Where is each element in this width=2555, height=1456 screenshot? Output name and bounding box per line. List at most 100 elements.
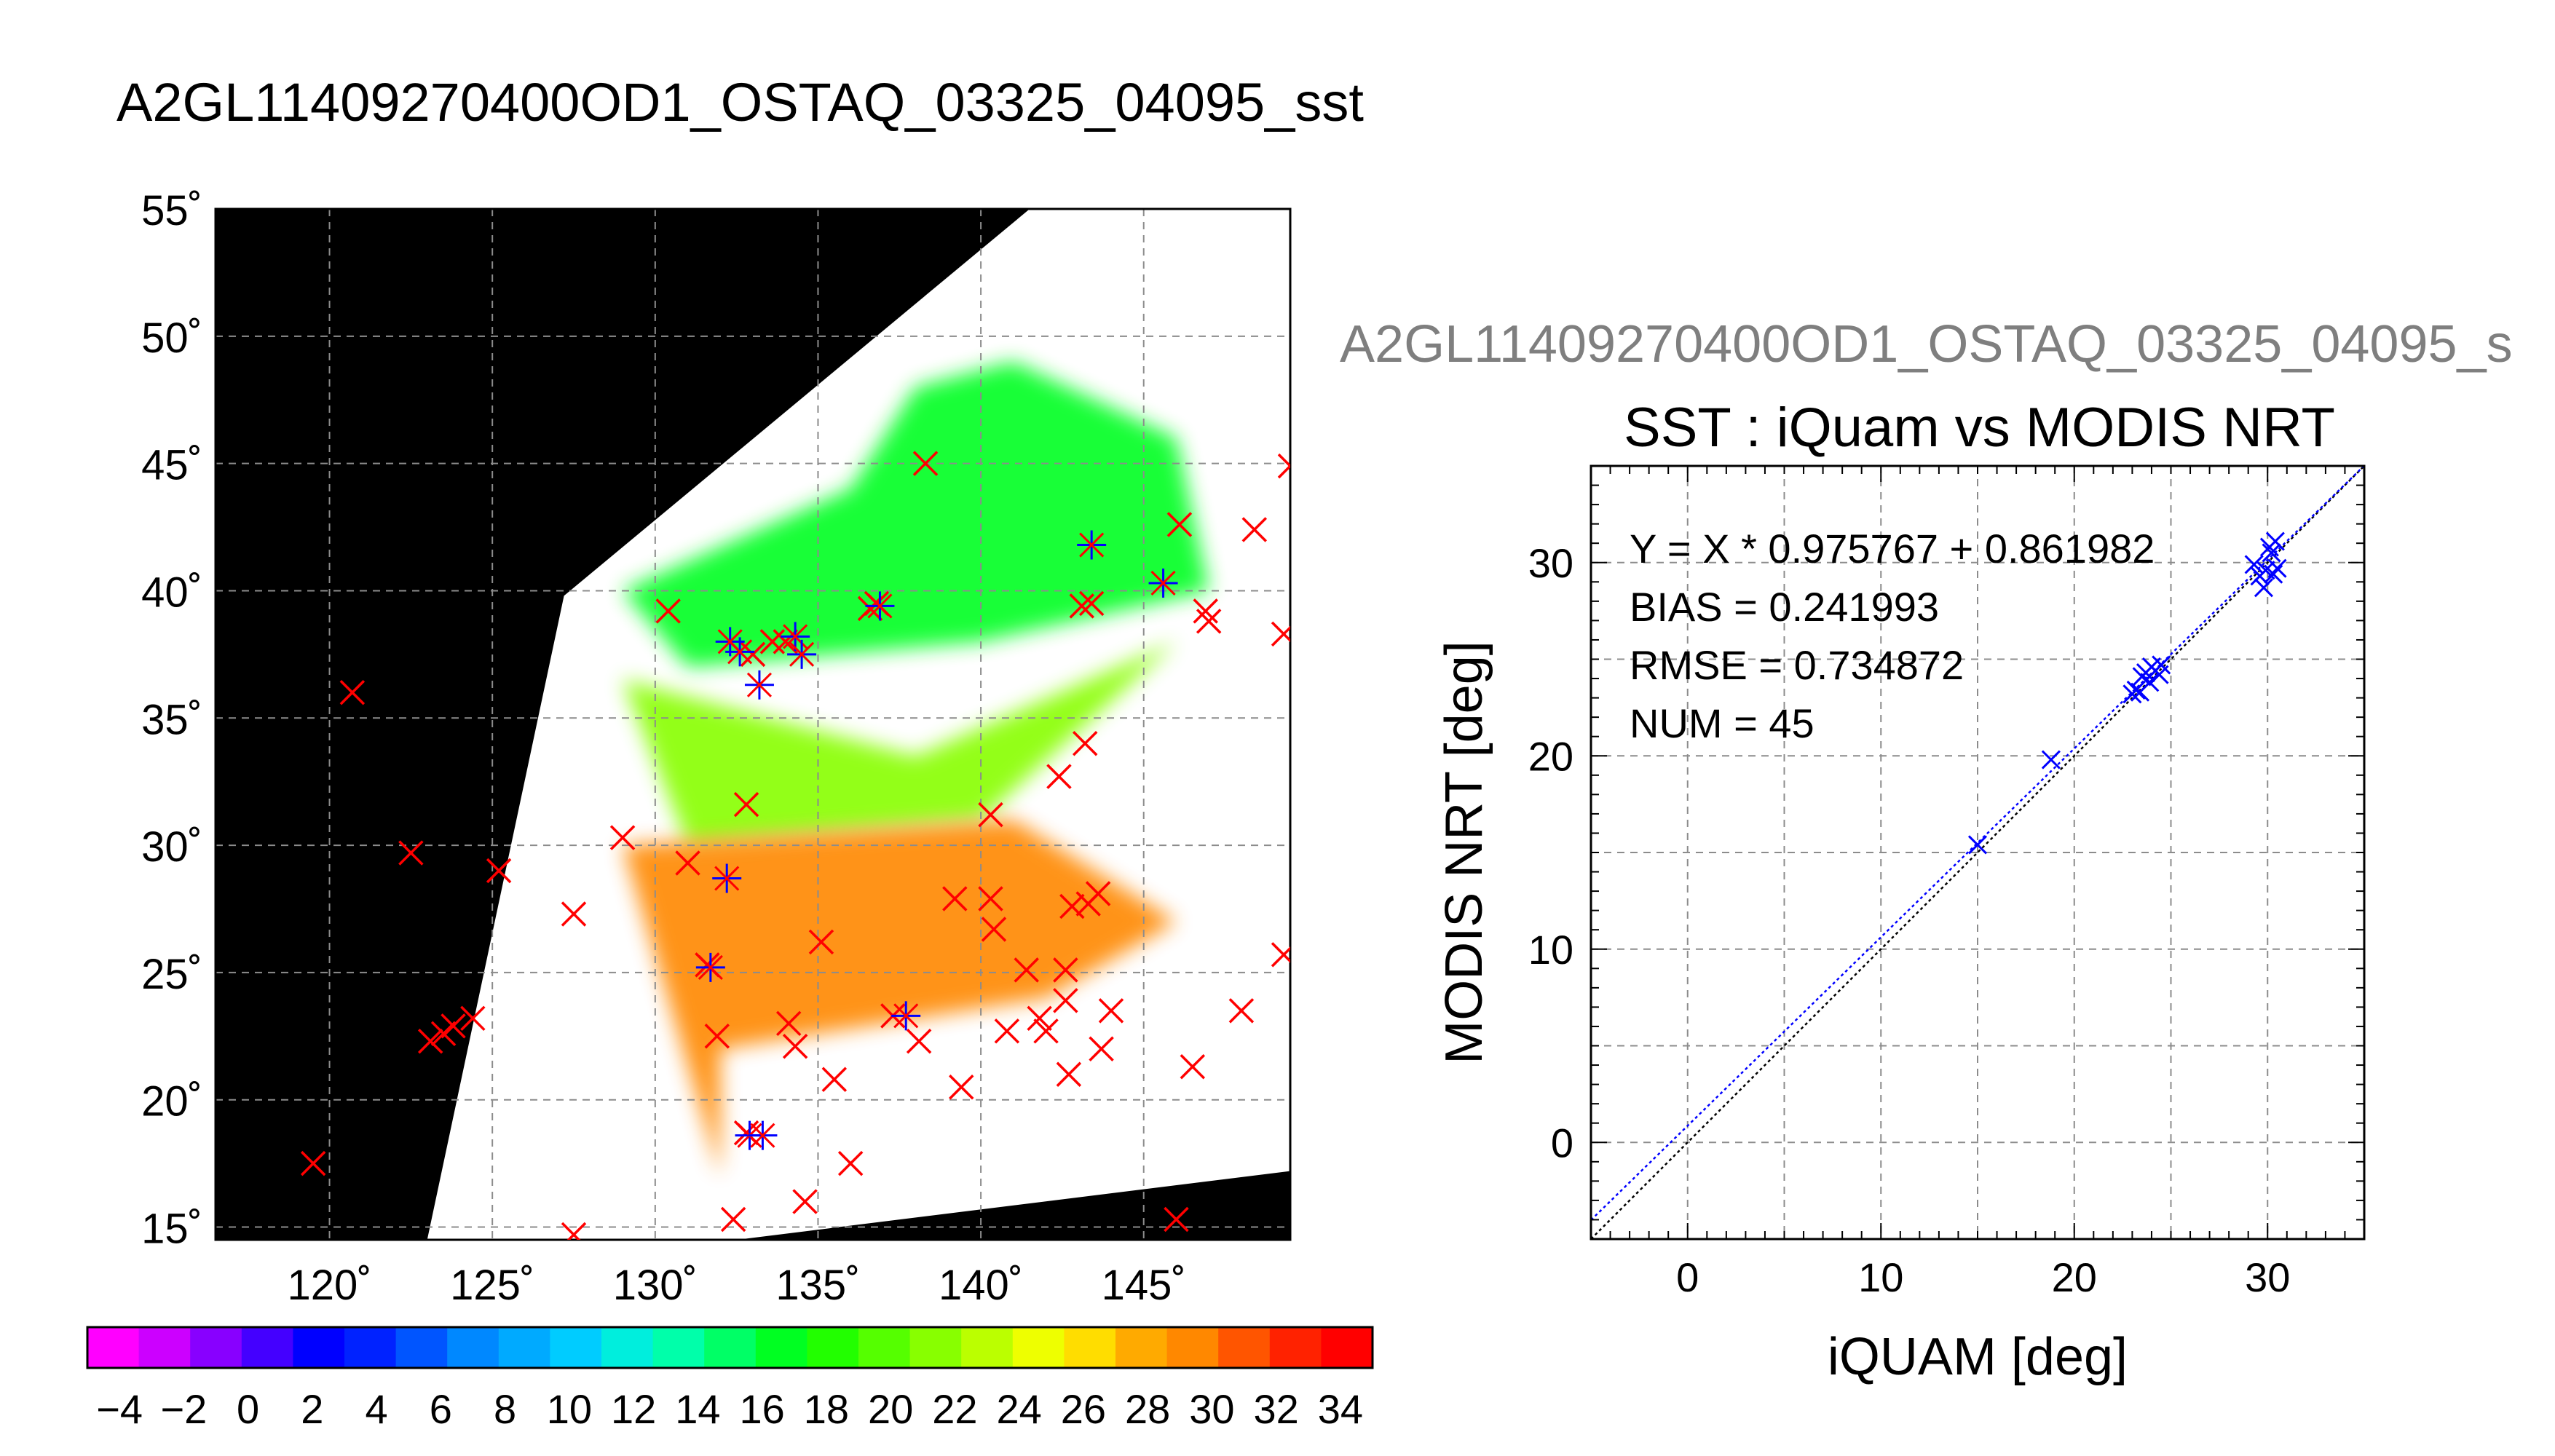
modis-marker [865,591,895,621]
scatter-point [2267,558,2287,578]
colorbar-tick-label: 6 [430,1386,452,1432]
iquam-marker [775,1010,802,1037]
colorbar-segment [1064,1327,1116,1368]
colorbar-segment [1269,1327,1322,1368]
scatter-point [2244,555,2264,574]
scatter-point [2041,750,2061,769]
iquam-marker-stroke-b [1271,946,1290,968]
colorbar-tick-label: 28 [1125,1386,1170,1432]
iquam-marker-stroke-b [1033,1018,1059,1044]
iquam-marker-stroke-b [733,791,759,818]
colorbar-segment [1012,1327,1065,1368]
iquam-marker-stroke-b [339,680,366,705]
modis-marker-stroke-d [746,672,773,697]
scatter-x-tick-label: 30 [2245,1254,2290,1300]
iquam-marker [912,451,939,476]
iquam-marker [430,1021,457,1047]
map-x-tick-label: 140˚ [939,1262,1023,1309]
iquam-marker-stroke-b [808,929,834,955]
colorbar-segment [601,1327,654,1368]
scatter-point-stroke-b [2126,680,2146,700]
iquam-marker [561,901,587,927]
iquam-marker [720,1206,746,1233]
iquam-marker [1180,1054,1206,1080]
iquam-marker-stroke-b [441,1013,466,1039]
iquam-marker-stroke-a [1277,453,1290,468]
colorbar-segment [1166,1327,1219,1368]
iquam-marker-stroke-b [1166,512,1193,537]
iquam-marker-stroke-b [460,1005,486,1032]
sst-region-south-warm [623,820,1177,1176]
scatter-y-tick-label: 30 [1528,540,1573,586]
map-x-tick-label: 120˚ [287,1262,371,1309]
iquam-marker [1271,942,1290,968]
iquam-marker-stroke-b [1078,590,1105,617]
modis-marker-stroke-d [750,1123,775,1148]
iquam-marker [1033,1018,1059,1044]
scatter-point-stroke-b [2262,543,2281,563]
colorbar-segment [755,1327,807,1368]
colorbar-tick-label: 2 [301,1386,323,1432]
iquam-marker-stroke-b [942,886,968,911]
scatter-point [1967,835,1988,855]
iquam-marker-stroke-b [981,917,1007,942]
colorbar-segment [447,1327,499,1368]
modis-marker [1077,530,1107,560]
colorbar-segment [138,1327,191,1368]
scatter-plot: 0 10 20 30 0 10 20 30 iQUAM [deg] MODIS NRT [deg]… [1435,464,2366,1386]
iquam-marker-stroke-b [782,1034,808,1059]
iquam-marker [949,1074,974,1100]
iquam-marker [1069,593,1094,619]
colorbar-tick-label: 22 [932,1386,977,1432]
scatter-point [2264,564,2283,584]
scatter-point [2126,680,2146,700]
iquam-marker-stroke-b [1046,764,1072,789]
scatter-ticks [1590,465,2365,1240]
iquam-marker [1046,764,1072,789]
iquam-marker [733,791,759,818]
colorbar-tick-label: 14 [675,1386,720,1432]
colorbar-tick-label: 30 [1189,1386,1234,1432]
iquam-marker-stroke-b [978,886,1003,911]
scatter-x-tick-label: 0 [1676,1254,1699,1300]
iquam-marker [1027,1005,1052,1032]
scatter-point-stroke-b [2264,564,2283,584]
stat-fit-line: Y = X * 0.975767 + 0.861982 [1630,526,2155,571]
modis-marker [695,952,725,982]
colorbar-tick-label: 4 [366,1386,388,1432]
scatter-y-axis-label: MODIS NRT [deg] [1435,641,1493,1064]
modis-marker-stroke-d [893,1003,919,1029]
modis-marker-stroke-d [867,593,893,619]
colorbar-segment [652,1327,705,1368]
scatter-y-tick-label: 0 [1551,1120,1573,1166]
scatter-point-stroke-b [2256,561,2275,580]
colorbar-tick-label: −2 [160,1386,207,1432]
colorbar: −4 −2 0 2 4 6 8 10 12 14 16 18 20 22 24 26 28 30 32 34 [86,1326,1374,1432]
colorbar-tick-label: 32 [1253,1386,1298,1432]
scatter-point [2262,543,2281,563]
modis-marker [748,1120,778,1150]
iquam-marker [1085,881,1111,906]
iquam-marker [486,858,512,884]
ghost-title: A2GL11409270400OD1_OSTAQ_03325_04095_s [1340,315,2513,373]
iquam-marker [1053,988,1078,1013]
scatter-point-stroke-b [1967,835,1988,855]
colorbar-segment [395,1327,448,1368]
iquam-marker-stroke-b [609,825,636,850]
scatter-point-stroke-b [2152,655,2171,675]
colorbar-segment [550,1327,602,1368]
colorbar-segment [293,1327,345,1368]
iquam-marker [1014,957,1039,983]
modis-marker-stroke-d [1079,532,1105,558]
colorbar-tick-label: 26 [1061,1386,1106,1432]
scatter-frame [1590,464,2366,1241]
colorbar-segment [1321,1327,1373,1368]
modis-marker-stroke-d [727,639,753,665]
iquam-marker [398,840,424,866]
iquam-marker-stroke-b [1193,598,1218,624]
colorbar-segment [858,1327,911,1368]
colorbar-tick-label: 0 [237,1386,259,1432]
map-frame [214,207,1292,1241]
iquam-marker-stroke-b [566,1222,587,1240]
